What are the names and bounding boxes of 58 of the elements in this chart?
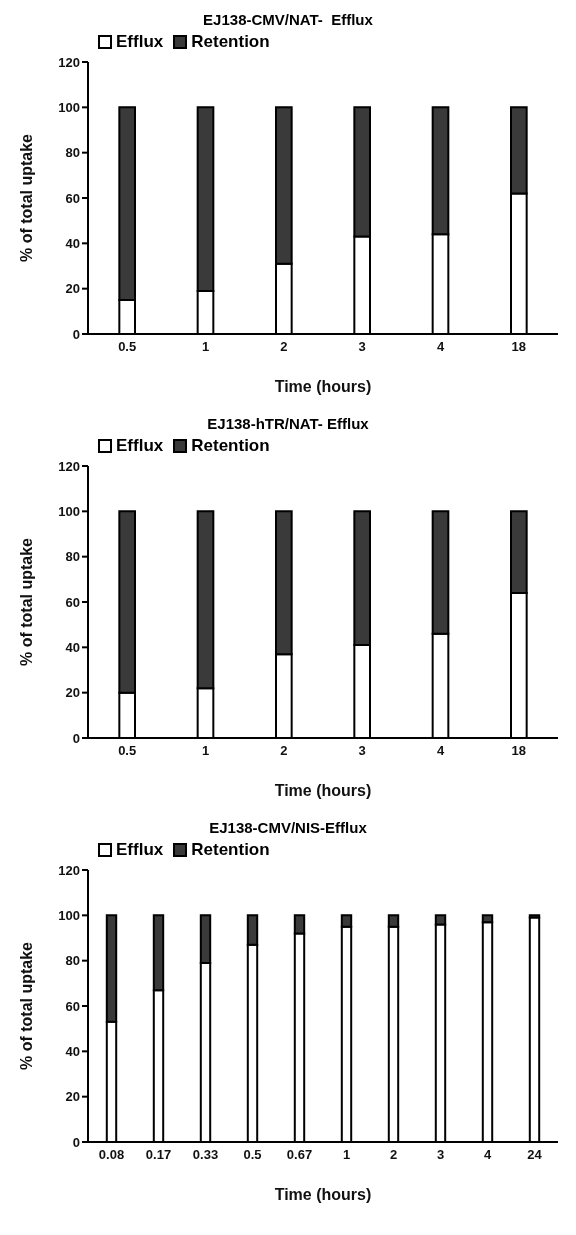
x-tick-label: 0.33 [192,1147,219,1163]
chart-title: EJ138-hTR/NAT- Efflux [206,414,370,434]
y-axis-title: % of total uptake [17,941,35,1071]
x-tick-label: 0.67 [286,1147,313,1163]
legend-label: Retention [190,32,270,52]
y-axis-title: % of total uptake [17,537,35,667]
x-tick-label: 4 [483,1147,492,1163]
chart-title: EJ138-CMV/NAT- Efflux [202,10,374,30]
x-tick-label: 0.5 [243,1147,262,1163]
legend-label: Efflux [115,32,164,52]
x-tick-label: 18 [511,743,527,759]
y-tick-label: 0 [72,730,80,746]
y-tick-label: 120 [58,862,80,878]
y-tick-label: 80 [65,953,80,969]
y-tick-label: 100 [58,907,80,923]
x-tick-label: 2 [389,1147,398,1163]
y-tick-label: 0 [72,326,80,342]
x-tick-label: 0.08 [98,1147,125,1163]
y-tick-label: 80 [65,145,80,161]
legend-label: Efflux [115,840,164,860]
y-tick-label: 0 [72,1134,80,1150]
x-tick-label: 2 [280,743,288,759]
legend-label: Efflux [115,436,164,456]
x-tick-label: 3 [358,743,366,759]
chart-title: EJ138-CMV/NIS-Efflux [208,818,368,838]
x-tick-label: 0.5 [118,743,137,759]
y-tick-label: 40 [65,235,80,251]
y-tick-label: 60 [65,190,80,206]
x-tick-label: 18 [511,339,527,355]
y-tick-label: 120 [58,54,80,70]
x-axis-title: Time (hours) [274,378,372,395]
x-tick-label: 1 [342,1147,351,1163]
y-axis-title: % of total uptake [17,133,35,263]
legend-label: Retention [190,436,270,456]
x-tick-label: 1 [201,743,210,759]
x-tick-label: 0.5 [118,339,137,355]
x-tick-label: 3 [436,1147,445,1163]
y-tick-label: 40 [65,1043,80,1059]
y-tick-label: 80 [65,549,80,565]
x-tick-label: 1 [201,339,210,355]
y-tick-label: 20 [65,281,80,297]
x-tick-label: 4 [436,339,445,355]
x-axis-title: Time (hours) [274,1186,372,1203]
x-tick-label: 24 [527,1147,543,1163]
x-tick-label: 3 [358,339,366,355]
x-tick-label: 0.17 [145,1147,172,1163]
y-tick-label: 120 [58,458,80,474]
x-tick-label: 2 [280,339,288,355]
x-axis-title: Time (hours) [274,782,372,799]
legend-label: Retention [190,840,270,860]
y-tick-label: 40 [65,639,80,655]
y-tick-label: 20 [65,685,80,701]
x-tick-label: 4 [436,743,445,759]
y-tick-label: 100 [58,503,80,519]
y-tick-label: 60 [65,998,80,1014]
y-tick-label: 20 [65,1089,80,1105]
y-tick-label: 60 [65,594,80,610]
y-tick-label: 100 [58,99,80,115]
